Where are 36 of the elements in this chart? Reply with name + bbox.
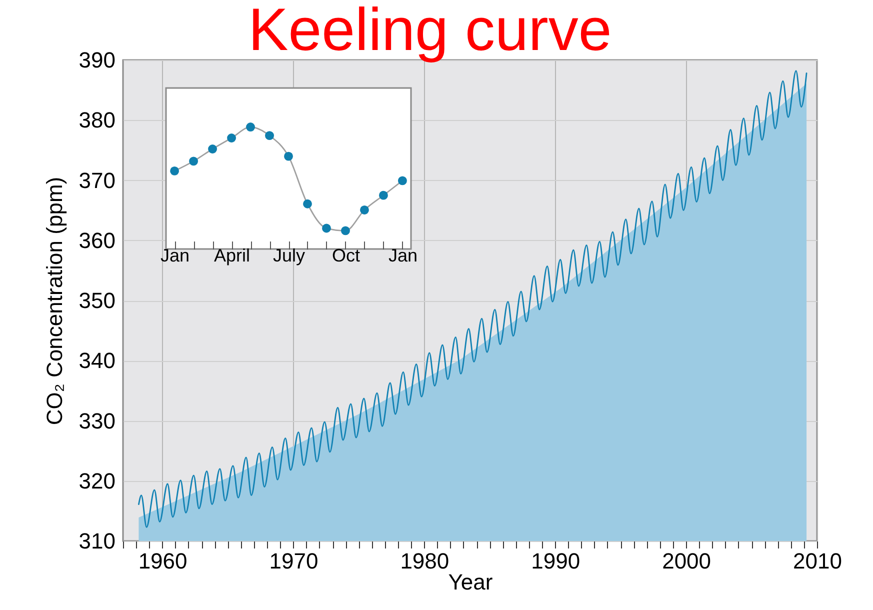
y-tick-label: 310 [78, 528, 116, 554]
point [303, 199, 312, 208]
point [378, 190, 388, 200]
y-axis-title: CO₂ Concentration (ppm) [42, 176, 67, 426]
point [360, 206, 369, 214]
point [398, 176, 407, 186]
x-axis-title: Year [448, 570, 493, 594]
y-tick-label: 360 [78, 228, 116, 253]
point [208, 144, 218, 154]
point [189, 156, 198, 166]
point [227, 134, 236, 142]
point [322, 224, 331, 233]
x-tick-label: Jan [388, 246, 418, 266]
x-tick-label: April [214, 246, 250, 266]
x-tick-label: 1960 [138, 548, 188, 574]
y-tick-label: 340 [78, 348, 116, 374]
x-tick-label: 2010 [793, 548, 842, 574]
x-tick-label: July [272, 246, 306, 266]
point [341, 226, 350, 236]
x-tick-label: 1970 [269, 548, 318, 574]
x-tick-label: 1990 [531, 548, 580, 574]
y-tick-label: 320 [78, 468, 116, 494]
point [246, 122, 255, 132]
x-tick-label: 1980 [400, 548, 450, 574]
y-tick-label: 330 [78, 408, 116, 434]
y-tick-label: 370 [78, 168, 116, 193]
point [170, 166, 180, 176]
x-tick-label: Oct [332, 246, 360, 266]
y-tick-label: 380 [78, 108, 116, 133]
point [284, 152, 293, 161]
y-tick-label: 350 [78, 288, 116, 313]
chart-title: Keeling curve [248, 0, 612, 63]
point [265, 131, 274, 140]
x-tick-label: Jan [160, 246, 190, 266]
x-tick-label: 2000 [662, 548, 712, 574]
y-tick-label: 390 [78, 48, 116, 72]
